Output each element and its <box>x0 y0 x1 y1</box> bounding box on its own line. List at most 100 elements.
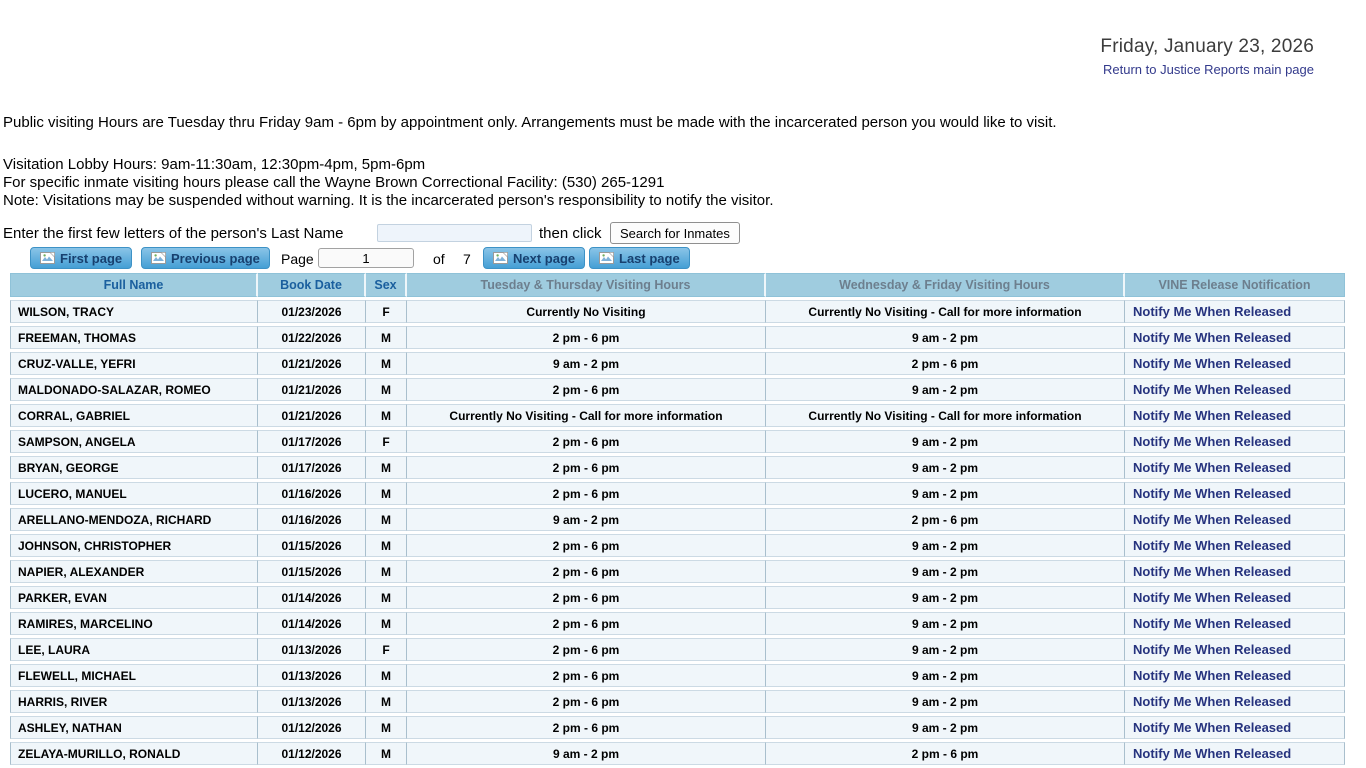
sex-cell: F <box>366 638 407 661</box>
broken-image-icon <box>40 252 55 264</box>
broken-image-icon <box>493 252 508 264</box>
table-row: LEE, LAURA 01/13/2026 F 2 pm - 6 pm 9 am - 2… <box>10 638 1345 661</box>
next-page-label: Next page <box>513 250 576 266</box>
then-click-label: then click <box>539 225 602 242</box>
table-row: FLEWELL, MICHAEL 01/13/2026 M 2 pm - 6 pm 9 … <box>10 664 1345 687</box>
tue-thu-hours-cell: 2 pm - 6 pm <box>407 378 766 401</box>
notify-me-when-released-link[interactable]: Notify Me When Released <box>1133 356 1292 371</box>
inmate-name-cell: ASHLEY, NATHAN <box>10 716 258 739</box>
sex-cell: M <box>366 404 407 427</box>
search-prompt-label: Enter the first few letters of the perso… <box>3 225 344 242</box>
vine-notification-cell: Notify Me When Released <box>1125 586 1345 609</box>
book-date-cell: 01/15/2026 <box>258 560 366 583</box>
vine-notification-cell: Notify Me When Released <box>1125 612 1345 635</box>
table-row: CORRAL, GABRIEL 01/21/2026 M Currently No V… <box>10 404 1345 427</box>
book-date-cell: 01/16/2026 <box>258 508 366 531</box>
notify-me-when-released-link[interactable]: Notify Me When Released <box>1133 616 1292 631</box>
inmate-name-cell: LEE, LAURA <box>10 638 258 661</box>
sex-cell: M <box>366 534 407 557</box>
return-to-justice-reports-link[interactable]: Return to Justice Reports main page <box>1103 62 1314 77</box>
suspension-note-line: Note: Visitations may be suspended witho… <box>3 192 774 209</box>
column-header-book-date[interactable]: Book Date <box>258 273 366 297</box>
sex-cell: M <box>366 378 407 401</box>
book-date-cell: 01/21/2026 <box>258 378 366 401</box>
tue-thu-hours-cell: 2 pm - 6 pm <box>407 430 766 453</box>
notify-me-when-released-link[interactable]: Notify Me When Released <box>1133 694 1292 709</box>
tue-thu-hours-cell: 2 pm - 6 pm <box>407 690 766 713</box>
inmate-name-cell: HARRIS, RIVER <box>10 690 258 713</box>
sex-cell: F <box>366 300 407 323</box>
column-header-vine-notification: VINE Release Notification <box>1125 273 1345 297</box>
book-date-cell: 01/23/2026 <box>258 300 366 323</box>
first-page-button[interactable]: First page <box>30 247 133 269</box>
table-row: LUCERO, MANUEL 01/16/2026 M 2 pm - 6 pm 9 am… <box>10 482 1345 505</box>
inmate-name-cell: RAMIRES, MARCELINO <box>10 612 258 635</box>
book-date-cell: 01/14/2026 <box>258 586 366 609</box>
inmate-name-cell: BRYAN, GEORGE <box>10 456 258 479</box>
column-header-full-name[interactable]: Full Name <box>10 273 258 297</box>
notify-me-when-released-link[interactable]: Notify Me When Released <box>1133 382 1292 397</box>
notify-me-when-released-link[interactable]: Notify Me When Released <box>1133 434 1292 449</box>
vine-notification-cell: Notify Me When Released <box>1125 508 1345 531</box>
next-page-button[interactable]: Next page <box>483 247 586 269</box>
pagination-bar: First page Previous page Page of 7 Next … <box>0 247 760 271</box>
last-name-search-input[interactable] <box>377 224 532 242</box>
table-row: ASHLEY, NATHAN 01/12/2026 M 2 pm - 6 pm 9 am… <box>10 716 1345 739</box>
sex-cell: M <box>366 716 407 739</box>
previous-page-button[interactable]: Previous page <box>141 247 270 269</box>
vine-notification-cell: Notify Me When Released <box>1125 742 1345 765</box>
broken-image-icon <box>599 252 614 264</box>
book-date-cell: 01/13/2026 <box>258 690 366 713</box>
wed-fri-hours-cell: 9 am - 2 pm <box>766 560 1125 583</box>
column-header-sex[interactable]: Sex <box>366 273 407 297</box>
book-date-cell: 01/16/2026 <box>258 482 366 505</box>
notify-me-when-released-link[interactable]: Notify Me When Released <box>1133 668 1292 683</box>
tue-thu-hours-cell: 2 pm - 6 pm <box>407 534 766 557</box>
notify-me-when-released-link[interactable]: Notify Me When Released <box>1133 408 1292 423</box>
notify-me-when-released-link[interactable]: Notify Me When Released <box>1133 330 1292 345</box>
search-for-inmates-button[interactable]: Search for Inmates <box>610 222 740 244</box>
inmate-name-cell: CRUZ-VALLE, YEFRI <box>10 352 258 375</box>
sex-cell: M <box>366 664 407 687</box>
sex-cell: M <box>366 560 407 583</box>
wed-fri-hours-cell: 9 am - 2 pm <box>766 326 1125 349</box>
table-header-row: Full Name Book Date Sex Tuesday & Thursd… <box>10 273 1345 297</box>
inmate-name-cell: CORRAL, GABRIEL <box>10 404 258 427</box>
notify-me-when-released-link[interactable]: Notify Me When Released <box>1133 720 1292 735</box>
sex-cell: M <box>366 612 407 635</box>
tue-thu-hours-cell: 2 pm - 6 pm <box>407 560 766 583</box>
notify-me-when-released-link[interactable]: Notify Me When Released <box>1133 304 1292 319</box>
tue-thu-hours-cell: Currently No Visiting <box>407 300 766 323</box>
last-page-button[interactable]: Last page <box>589 247 690 269</box>
notify-me-when-released-link[interactable]: Notify Me When Released <box>1133 746 1292 761</box>
notify-me-when-released-link[interactable]: Notify Me When Released <box>1133 460 1292 475</box>
table-row: CRUZ-VALLE, YEFRI 01/21/2026 M 9 am - 2 pm 2… <box>10 352 1345 375</box>
wed-fri-hours-cell: 9 am - 2 pm <box>766 482 1125 505</box>
lobby-hours-line: Visitation Lobby Hours: 9am-11:30am, 12:… <box>3 156 426 173</box>
last-page-label: Last page <box>619 250 680 266</box>
wed-fri-hours-cell: 9 am - 2 pm <box>766 690 1125 713</box>
vine-notification-cell: Notify Me When Released <box>1125 430 1345 453</box>
sex-cell: M <box>366 742 407 765</box>
notify-me-when-released-link[interactable]: Notify Me When Released <box>1133 590 1292 605</box>
table-row: JOHNSON, CHRISTOPHER 01/15/2026 M 2 pm - 6 … <box>10 534 1345 557</box>
sex-cell: M <box>366 586 407 609</box>
vine-notification-cell: Notify Me When Released <box>1125 326 1345 349</box>
notify-me-when-released-link[interactable]: Notify Me When Released <box>1133 486 1292 501</box>
vine-notification-cell: Notify Me When Released <box>1125 690 1345 713</box>
inmate-name-cell: WILSON, TRACY <box>10 300 258 323</box>
tue-thu-hours-cell: 2 pm - 6 pm <box>407 586 766 609</box>
notify-me-when-released-link[interactable]: Notify Me When Released <box>1133 538 1292 553</box>
current-date: Friday, January 23, 2026 <box>1100 36 1314 57</box>
inmate-name-cell: LUCERO, MANUEL <box>10 482 258 505</box>
tue-thu-hours-cell: 2 pm - 6 pm <box>407 716 766 739</box>
notify-me-when-released-link[interactable]: Notify Me When Released <box>1133 512 1292 527</box>
notify-me-when-released-link[interactable]: Notify Me When Released <box>1133 642 1292 657</box>
vine-notification-cell: Notify Me When Released <box>1125 638 1345 661</box>
notify-me-when-released-link[interactable]: Notify Me When Released <box>1133 564 1292 579</box>
wed-fri-hours-cell: 9 am - 2 pm <box>766 664 1125 687</box>
current-page-input[interactable] <box>318 248 414 268</box>
inmate-name-cell: ARELLANO-MENDOZA, RICHARD <box>10 508 258 531</box>
vine-notification-cell: Notify Me When Released <box>1125 456 1345 479</box>
